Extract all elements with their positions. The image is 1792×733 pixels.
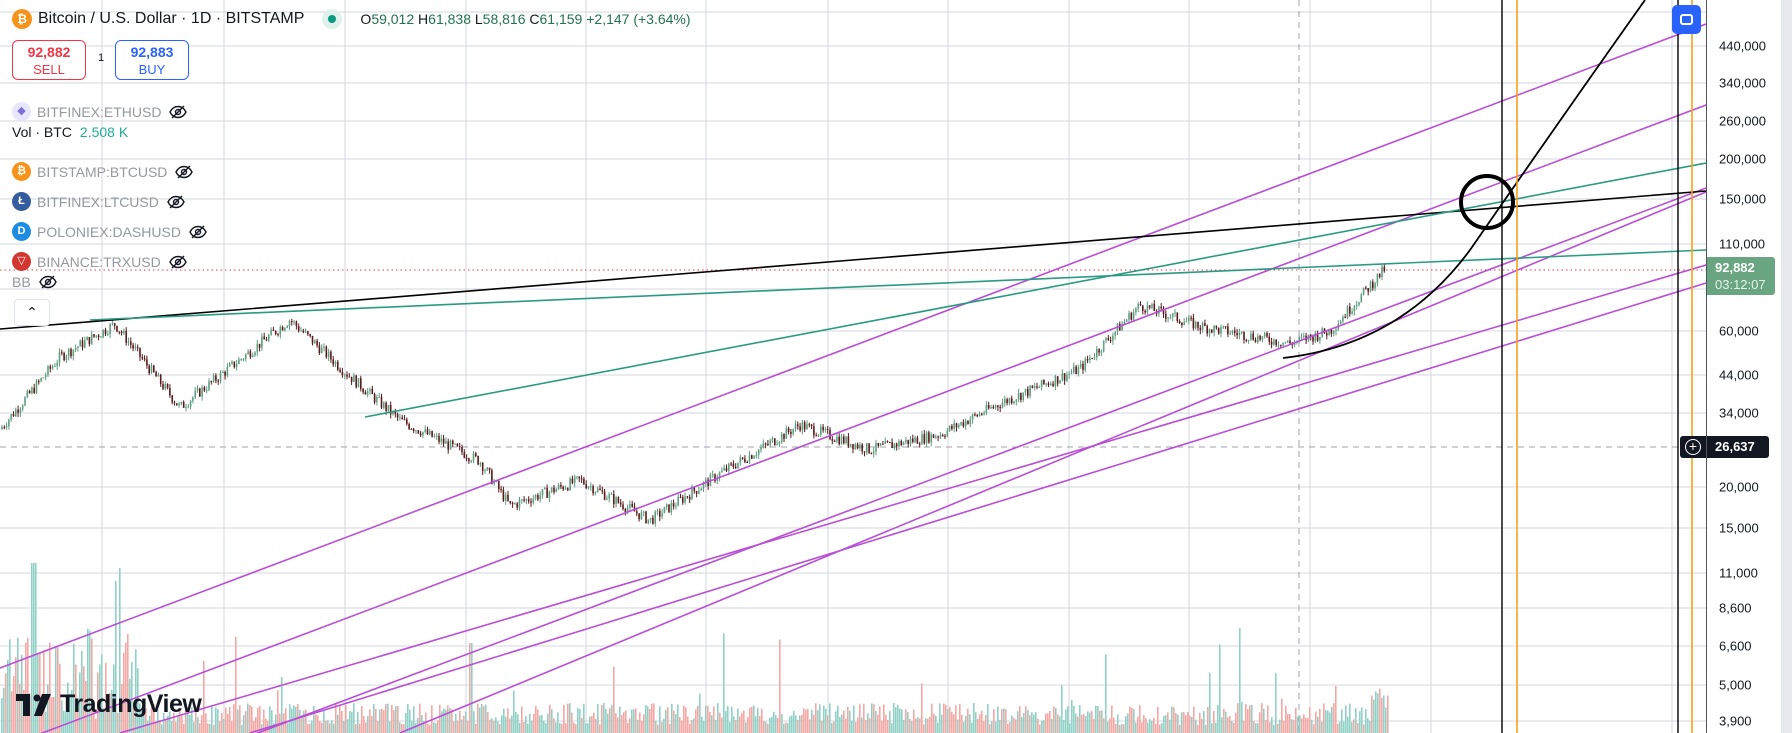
add-alert-button[interactable]: +	[1680, 436, 1706, 458]
price-tick-label: 34,000	[1719, 405, 1759, 421]
price-tick-label: 15,000	[1719, 520, 1759, 536]
plus-icon: +	[1685, 439, 1701, 455]
price-tick-label: 150,000	[1719, 191, 1766, 207]
hidden-eye-icon[interactable]	[167, 195, 185, 209]
hidden-eye-icon[interactable]	[175, 165, 194, 179]
last-price-label: 92,882 03:12:07	[1707, 257, 1775, 295]
crosshair-price-label: 26,637	[1707, 436, 1769, 458]
change-value: +2,147 (+3.64%)	[586, 11, 691, 27]
ethereum-icon: ◆	[12, 102, 31, 121]
price-candles	[1, 263, 1386, 527]
price-tick-label: 8,600	[1719, 600, 1752, 616]
volume-bars	[1, 563, 1389, 733]
ohlc-values: O59,012 H61,838 L58,816 C61,159 +2,147 (…	[360, 11, 691, 27]
tradingview-logo[interactable]: TradingView	[16, 690, 202, 719]
bitcoin-icon: ₿	[12, 162, 31, 181]
price-axis[interactable]: USD⌄ 440,000340,000260,000200,000150,000…	[1706, 0, 1781, 733]
market-open-status-icon	[322, 9, 343, 29]
quantity-value: 1	[98, 52, 105, 64]
overlay-legend-bitfinex-ltcusd[interactable]: Ł BITFINEX:LTCUSD	[12, 192, 185, 211]
bar-countdown: 03:12:07	[1715, 277, 1766, 292]
litecoin-icon: Ł	[12, 192, 31, 211]
chart-canvas[interactable]	[0, 0, 1706, 733]
chart-pane[interactable]: ₿ Bitcoin / U.S. Dollar · 1D · BITSTAMP …	[0, 0, 1706, 733]
bitcoin-icon: ₿	[12, 9, 32, 29]
overlay-symbol: BITSTAMP:BTCUSD	[37, 163, 168, 180]
overlay-symbol: POLONIEX:DASHUSD	[37, 223, 181, 240]
indicator-legend-bb[interactable]: BB	[12, 274, 57, 290]
overlay-legend-bitstamp-btcusd[interactable]: ₿ BITSTAMP:BTCUSD	[12, 162, 194, 181]
price-tick-label: 5,000	[1719, 677, 1752, 693]
drawing-tools	[0, 0, 1706, 733]
price-tick-label: 60,000	[1719, 323, 1759, 339]
overlay-symbol: BINANCE:TRXUSD	[37, 253, 161, 270]
overlay-legend-binance-trxusd[interactable]: ▽ BINANCE:TRXUSD	[12, 252, 187, 271]
tradingview-logo-icon	[16, 693, 51, 716]
price-tick-label: 6,600	[1719, 638, 1752, 654]
price-tick-label: 11,000	[1719, 565, 1758, 581]
volume-legend[interactable]: Vol · BTC 2.508 K	[12, 124, 129, 140]
symbol-legend[interactable]: ₿ Bitcoin / U.S. Dollar · 1D · BITSTAMP …	[12, 9, 691, 29]
price-tick-label: 440,000	[1719, 38, 1766, 54]
price-tick-label: 200,000	[1719, 151, 1766, 167]
price-tick-label: 3,900	[1719, 713, 1752, 729]
overlay-symbol: BITFINEX:LTCUSD	[37, 193, 159, 210]
price-tick-label: 20,000	[1719, 479, 1759, 495]
grid-lines	[0, 0, 1706, 733]
price-tick-label: 110,000	[1719, 236, 1766, 252]
collapse-legend-button[interactable]: ⌃	[14, 299, 50, 326]
price-axis-scrollbar[interactable]	[1781, 0, 1792, 733]
symbol-title[interactable]: Bitcoin / U.S. Dollar · 1D · BITSTAMP	[38, 10, 305, 27]
fullscreen-button[interactable]	[1672, 5, 1701, 34]
overlay-legend-bitfinex-ethusd[interactable]: ◆ BITFINEX:ETHUSD	[12, 102, 188, 121]
overlay-legend-poloniex-dashusd[interactable]: D POLONIEX:DASHUSD	[12, 222, 207, 241]
tron-icon: ▽	[12, 252, 31, 271]
hidden-eye-icon[interactable]	[169, 105, 188, 119]
hidden-eye-icon[interactable]	[168, 255, 187, 269]
price-tick-label: 260,000	[1719, 113, 1766, 129]
hidden-eye-icon[interactable]	[38, 275, 57, 289]
fullscreen-icon	[1680, 14, 1693, 25]
hidden-eye-icon[interactable]	[189, 225, 207, 239]
price-tick-label: 340,000	[1719, 75, 1766, 91]
buy-button[interactable]: 92,883 BUY	[115, 40, 189, 80]
price-tick-label: 44,000	[1719, 367, 1759, 383]
dash-icon: D	[12, 222, 31, 241]
sell-button[interactable]: 92,882 SELL	[12, 40, 86, 80]
overlay-symbol: BITFINEX:ETHUSD	[37, 103, 162, 120]
